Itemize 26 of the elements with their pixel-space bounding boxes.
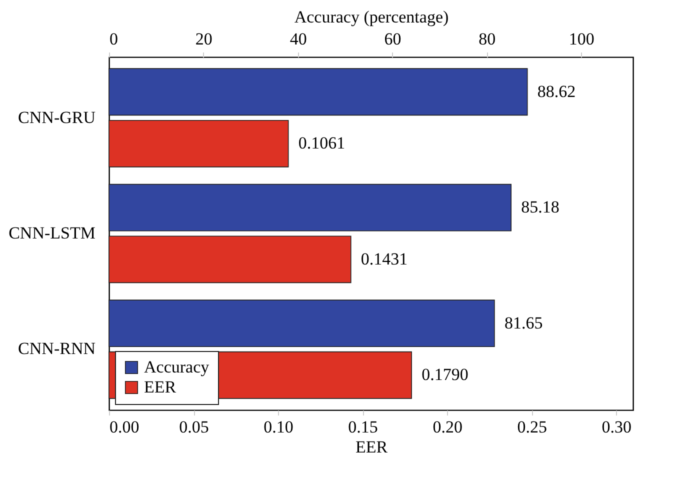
data-label: 0.1790 — [422, 365, 468, 384]
x2-axis-title: Accuracy (percentage) — [294, 8, 449, 26]
x-tick-label: 0.30 — [602, 418, 632, 436]
y-tick-label: CNN-LSTM — [8, 224, 96, 242]
y-tick-label: CNN-GRU — [18, 108, 96, 127]
x2-tick-label: 20 — [195, 30, 212, 48]
data-label: 0.1061 — [298, 134, 346, 153]
legend-label: EER — [144, 378, 177, 396]
x2-tick-label: 0 — [110, 30, 118, 48]
x-tick-label: 0.00 — [110, 418, 140, 436]
y-tick-label: CNN-RNN — [18, 339, 96, 358]
x-tick-label: 0.25 — [517, 418, 547, 436]
data-label: 0.1431 — [360, 249, 408, 268]
data-label: 88.62 — [537, 82, 576, 101]
x2-tick-label: 40 — [290, 30, 307, 48]
x-tick-label: 0.10 — [264, 418, 294, 436]
x2-tick-label: 100 — [568, 30, 594, 48]
data-label: 85.18 — [521, 198, 560, 217]
x-tick-label: 0.20 — [432, 418, 462, 436]
x-tick-label: 0.15 — [348, 418, 378, 436]
x-tick-label: 0.05 — [179, 418, 209, 436]
legend-label: Accuracy — [144, 358, 210, 376]
x2-tick-label: 60 — [384, 30, 402, 48]
x2-tick-label: 80 — [478, 30, 496, 48]
x-axis-title: EER — [355, 438, 388, 456]
data-label: 81.65 — [504, 313, 543, 332]
